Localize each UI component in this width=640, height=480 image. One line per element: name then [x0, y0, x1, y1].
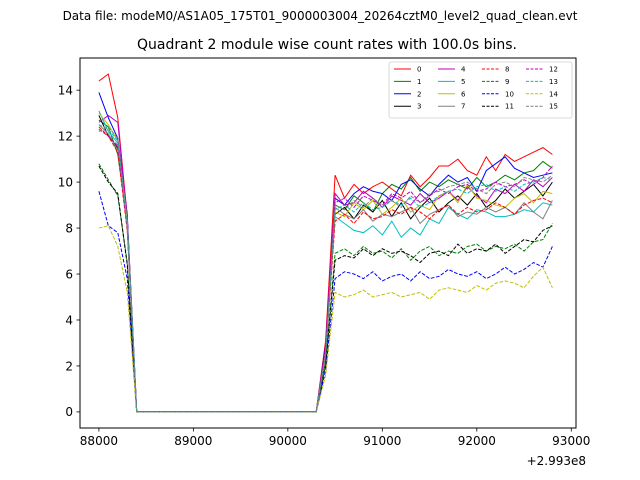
x-tick-label: 91000: [363, 434, 401, 448]
y-tick-label: 4: [65, 313, 73, 327]
series-line-14: [98, 225, 553, 413]
y-tick-label: 12: [58, 129, 73, 143]
y-tick-label: 6: [65, 267, 73, 281]
legend-frame: [388, 61, 573, 119]
series-line-15: [98, 126, 553, 413]
x-offset-label: +2.993e8: [527, 454, 586, 468]
legend-label-4: 4: [461, 66, 466, 74]
y-axis: 0 2 4 6 8 10 12 14: [58, 83, 80, 419]
x-tick-label: 89000: [174, 434, 212, 448]
x-axis: 88000 89000 90000 91000 92000 93000: [80, 428, 590, 448]
y-tick-label: 2: [65, 359, 73, 373]
y-tick-label: 0: [65, 405, 73, 419]
legend-label-11: 11: [505, 103, 514, 111]
legend-label-2: 2: [417, 90, 421, 98]
x-tick-label: 92000: [458, 434, 496, 448]
legend-label-8: 8: [505, 66, 509, 74]
legend-label-0: 0: [417, 66, 421, 74]
axes-frame: [79, 57, 577, 429]
legend-label-10: 10: [505, 90, 514, 98]
legend-label-12: 12: [549, 66, 558, 74]
legend-label-1: 1: [417, 78, 421, 86]
y-tick-label: 14: [58, 83, 73, 97]
legend-label-14: 14: [549, 90, 558, 98]
legend-label-9: 9: [505, 78, 509, 86]
legend-label-7: 7: [461, 103, 465, 111]
legend-label-6: 6: [461, 90, 466, 98]
legend-label-5: 5: [461, 78, 465, 86]
x-tick-label: 93000: [552, 434, 590, 448]
plot-area: 88000 89000 90000 91000 92000 93000 024681012…: [58, 57, 590, 448]
legend-label-15: 15: [549, 103, 558, 111]
y-tick-label: 10: [58, 175, 73, 189]
series-layer: [98, 73, 553, 413]
legend-label-13: 13: [549, 78, 558, 86]
x-tick-label: 90000: [269, 434, 307, 448]
figure-suptitle: Data file: modeM0/AS1A05_175T01_90000030…: [63, 9, 578, 23]
legend-label-3: 3: [417, 103, 421, 111]
x-tick-label: 88000: [80, 434, 118, 448]
chart-title: Quadrant 2 module wise count rates with …: [137, 37, 517, 53]
y-tick-label: 8: [65, 221, 73, 235]
